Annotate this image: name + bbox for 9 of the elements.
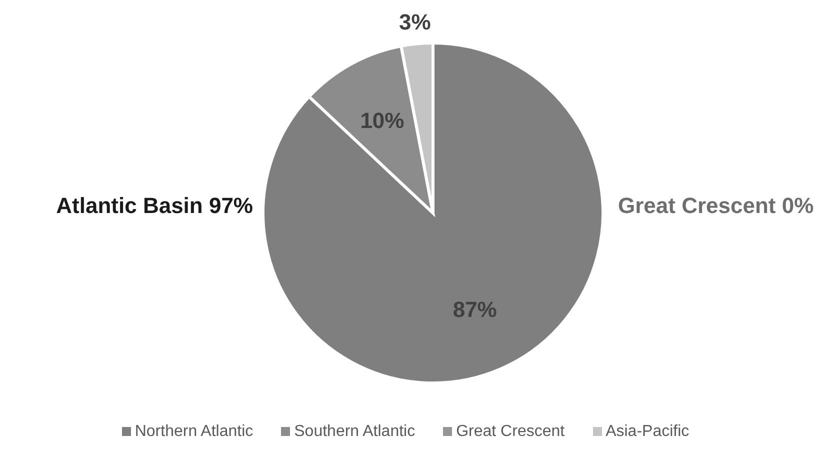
data-label: 87% [452, 297, 497, 322]
legend-label: Northern Atlantic [134, 423, 254, 440]
legend-label: Asia-Pacific [606, 423, 690, 440]
text: Atlantic Basin 97% [55, 193, 253, 219]
data-label: 3% [399, 9, 431, 34]
text: Great Crescent 0% [618, 193, 815, 219]
data-label: 10% [360, 108, 404, 134]
legend-label: Southern Atlantic [294, 423, 416, 440]
legend-label: Great Crescent [456, 423, 565, 440]
